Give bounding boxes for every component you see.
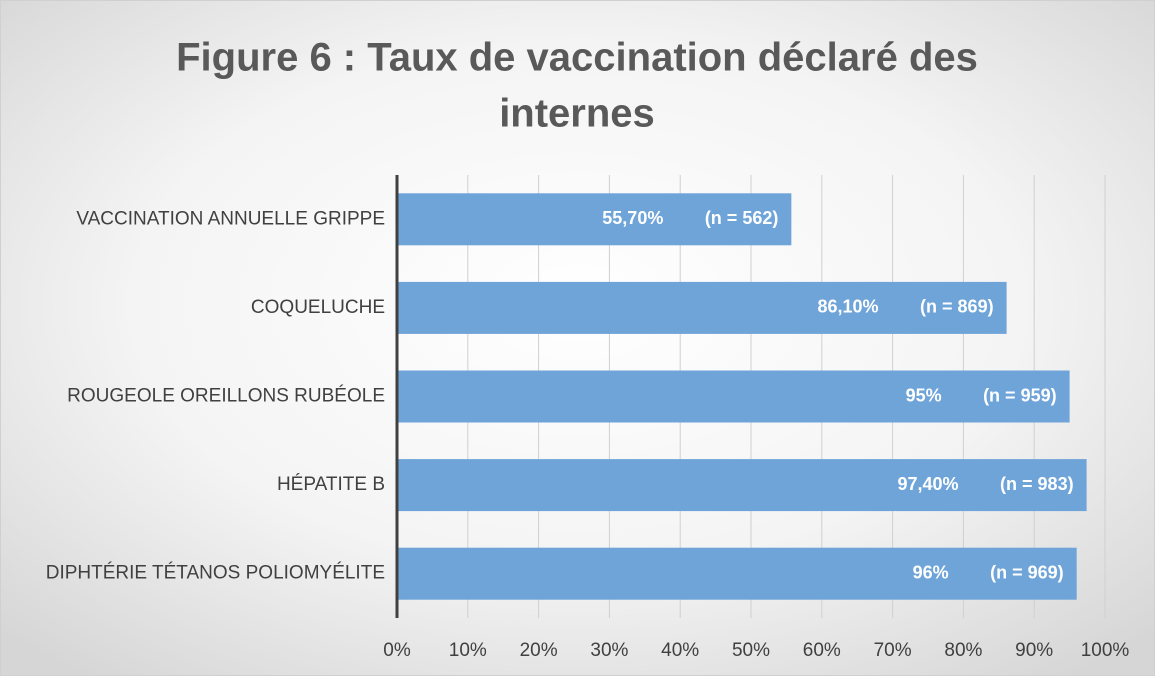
x-tick-label: 20% xyxy=(520,640,558,661)
x-tick-label: 10% xyxy=(449,640,487,661)
data-label: 86,10% xyxy=(818,297,879,317)
x-tick-label: 70% xyxy=(874,640,912,661)
x-tick-label: 40% xyxy=(661,640,699,661)
chart-title: internes xyxy=(499,92,655,136)
x-tick-label: 30% xyxy=(590,640,628,661)
y-tick-label: COQUELUCHE xyxy=(251,297,385,318)
bar xyxy=(397,459,1087,512)
count-label: (n = 562) xyxy=(705,208,779,228)
bar xyxy=(397,281,1007,334)
x-tick-label: 60% xyxy=(803,640,841,661)
x-tick-label: 90% xyxy=(1015,640,1053,661)
bar xyxy=(397,193,792,246)
y-tick-label: DIPHTÉRIE TÉTANOS POLIOMYÉLITE xyxy=(46,563,385,584)
bar xyxy=(397,370,1070,423)
data-label: 55,70% xyxy=(602,208,663,228)
count-label: (n = 959) xyxy=(983,385,1057,405)
count-label: (n = 983) xyxy=(1000,474,1074,494)
y-tick-label: ROUGEOLE OREILLONS RUBÉOLE xyxy=(67,386,385,407)
data-label: 96% xyxy=(913,562,949,582)
x-tick-label: 0% xyxy=(383,640,411,661)
data-label: 95% xyxy=(906,385,942,405)
x-tick-label: 100% xyxy=(1081,640,1130,661)
x-tick-label: 50% xyxy=(732,640,770,661)
count-label: (n = 969) xyxy=(990,562,1064,582)
chart-title: Figure 6 : Taux de vaccination déclaré d… xyxy=(176,36,978,80)
x-tick-label: 80% xyxy=(944,640,982,661)
data-label: 97,40% xyxy=(898,474,959,494)
y-tick-label: VACCINATION ANNUELLE GRIPPE xyxy=(76,208,385,229)
count-label: (n = 869) xyxy=(920,297,994,317)
y-tick-label: HÉPATITE B xyxy=(277,474,385,495)
bar xyxy=(397,547,1077,600)
